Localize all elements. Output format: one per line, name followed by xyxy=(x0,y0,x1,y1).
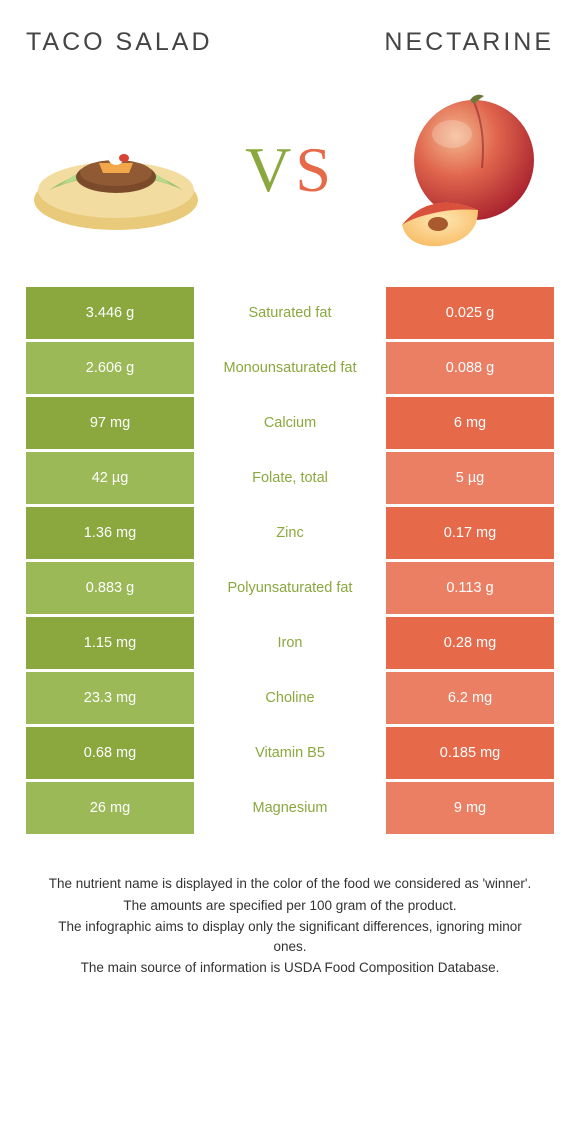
taco-salad-icon xyxy=(26,85,206,255)
nutrient-label: Polyunsaturated fat xyxy=(197,562,383,614)
table-row: 2.606 gMonounsaturated fat0.088 g xyxy=(26,342,554,394)
nutrient-label: Zinc xyxy=(197,507,383,559)
footnotes: The nutrient name is displayed in the co… xyxy=(26,874,554,978)
right-food-title: Nectarine xyxy=(384,28,554,57)
nutrient-label: Monounsaturated fat xyxy=(197,342,383,394)
nutrient-label: Choline xyxy=(197,672,383,724)
table-row: 26 mgMagnesium9 mg xyxy=(26,782,554,834)
vs-s: S xyxy=(295,134,335,205)
right-value: 0.113 g xyxy=(386,562,554,614)
right-value: 0.088 g xyxy=(386,342,554,394)
table-row: 1.36 mgZinc0.17 mg xyxy=(26,507,554,559)
left-value: 0.883 g xyxy=(26,562,194,614)
left-value: 97 mg xyxy=(26,397,194,449)
footnote-line: The main source of information is USDA F… xyxy=(46,958,534,978)
left-value: 42 µg xyxy=(26,452,194,504)
table-row: 0.883 gPolyunsaturated fat0.113 g xyxy=(26,562,554,614)
table-row: 0.68 mgVitamin B50.185 mg xyxy=(26,727,554,779)
left-value: 26 mg xyxy=(26,782,194,834)
nutrient-label: Saturated fat xyxy=(197,287,383,339)
comparison-table: 3.446 gSaturated fat0.025 g2.606 gMonoun… xyxy=(26,287,554,834)
table-row: 97 mgCalcium6 mg xyxy=(26,397,554,449)
vs-v: V xyxy=(245,134,295,205)
vs-label: VS xyxy=(245,133,335,207)
nectarine-icon xyxy=(374,85,554,255)
table-row: 3.446 gSaturated fat0.025 g xyxy=(26,287,554,339)
nutrient-label: Calcium xyxy=(197,397,383,449)
left-value: 3.446 g xyxy=(26,287,194,339)
right-value: 0.025 g xyxy=(386,287,554,339)
left-value: 1.15 mg xyxy=(26,617,194,669)
left-value: 0.68 mg xyxy=(26,727,194,779)
nutrient-label: Vitamin B5 xyxy=(197,727,383,779)
right-value: 6.2 mg xyxy=(386,672,554,724)
nutrient-label: Iron xyxy=(197,617,383,669)
table-row: 42 µgFolate, total5 µg xyxy=(26,452,554,504)
nutrient-label: Folate, total xyxy=(197,452,383,504)
right-value: 0.28 mg xyxy=(386,617,554,669)
right-value: 5 µg xyxy=(386,452,554,504)
table-row: 23.3 mgCholine6.2 mg xyxy=(26,672,554,724)
left-value: 23.3 mg xyxy=(26,672,194,724)
title-row: Taco salad Nectarine xyxy=(26,28,554,57)
nutrient-label: Magnesium xyxy=(197,782,383,834)
right-value: 9 mg xyxy=(386,782,554,834)
left-food-title: Taco salad xyxy=(26,28,213,57)
hero-row: VS xyxy=(26,75,554,265)
right-value: 0.185 mg xyxy=(386,727,554,779)
left-value: 2.606 g xyxy=(26,342,194,394)
right-value: 0.17 mg xyxy=(386,507,554,559)
table-row: 1.15 mgIron0.28 mg xyxy=(26,617,554,669)
footnote-line: The infographic aims to display only the… xyxy=(46,917,534,956)
footnote-line: The nutrient name is displayed in the co… xyxy=(46,874,534,894)
left-value: 1.36 mg xyxy=(26,507,194,559)
right-value: 6 mg xyxy=(386,397,554,449)
footnote-line: The amounts are specified per 100 gram o… xyxy=(46,896,534,916)
